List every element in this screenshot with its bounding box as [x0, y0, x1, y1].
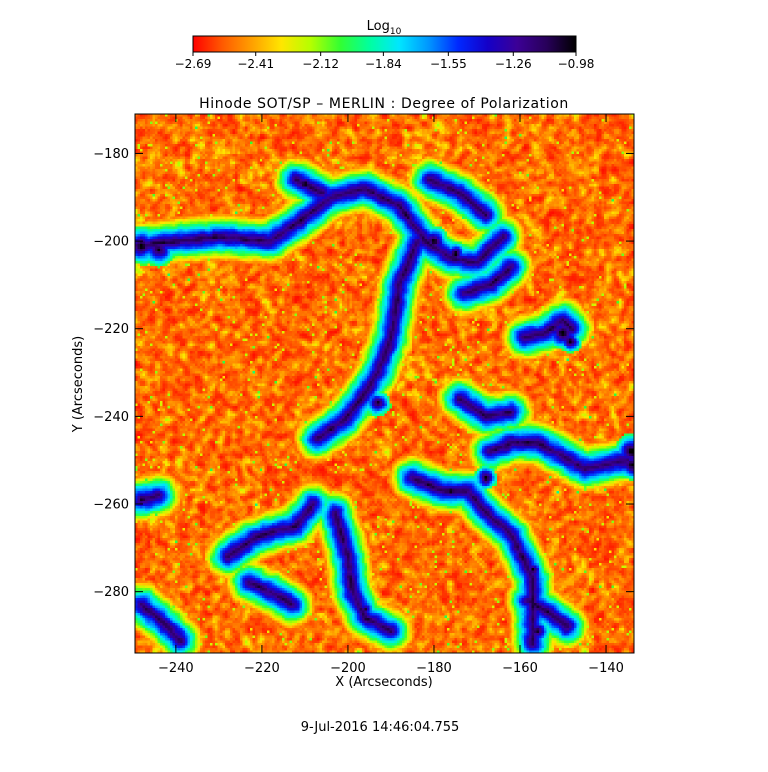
y-axis-ticks: −280 −260 −240 −220 −200 −180	[93, 147, 634, 600]
colorbar-tick-label: −1.55	[430, 57, 467, 71]
y-tick-label: −280	[93, 585, 129, 600]
x-tick-label: −240	[158, 661, 194, 676]
x-tick-label: −160	[502, 661, 538, 676]
y-tick-label: −200	[93, 235, 129, 250]
colorbar: Log10 −2.69 −2.41 −2.12 −1.84 −1.55 −1.26 −0.9…	[175, 19, 595, 71]
colorbar-ticks: −2.69 −2.41 −2.12 −1.84 −1.55 −1.26 −0.98	[175, 52, 595, 71]
y-tick-label: −220	[93, 322, 129, 337]
x-tick-label: −180	[416, 661, 452, 676]
colorbar-gradient	[192, 35, 577, 53]
colorbar-tick-label: −2.41	[237, 57, 274, 71]
observation-timestamp: 9-Jul-2016 14:46:04.755	[301, 720, 460, 735]
y-tick-label: −240	[93, 410, 129, 425]
plot-frame	[134, 113, 635, 654]
x-tick-label: −220	[244, 661, 280, 676]
y-tick-label: −180	[93, 147, 129, 162]
chart-title: Hinode SOT/SP – MERLIN : Degree of Polar…	[199, 96, 569, 112]
x-tick-label: −140	[588, 661, 624, 676]
y-axis-label: Y (Arcseconds)	[71, 336, 86, 433]
colorbar-tick-label: −2.69	[175, 57, 212, 71]
x-axis-ticks: −240 −220 −200 −180 −160 −140	[158, 114, 624, 676]
x-tick-label: −200	[330, 661, 366, 676]
colorbar-tick-label: −1.84	[365, 57, 402, 71]
colorbar-tick-label: −1.26	[495, 57, 532, 71]
colorbar-tick-label: −2.12	[302, 57, 339, 71]
colorbar-tick-label: −0.98	[558, 57, 595, 71]
degree-of-polarization-map	[135, 114, 634, 653]
x-axis-label: X (Arcseconds)	[335, 675, 432, 690]
colorbar-label: Log10	[367, 19, 402, 37]
y-tick-label: −260	[93, 498, 129, 513]
plot-area: −240 −220 −200 −180 −160 −140 −280 −260 −240 −22…	[93, 113, 635, 676]
